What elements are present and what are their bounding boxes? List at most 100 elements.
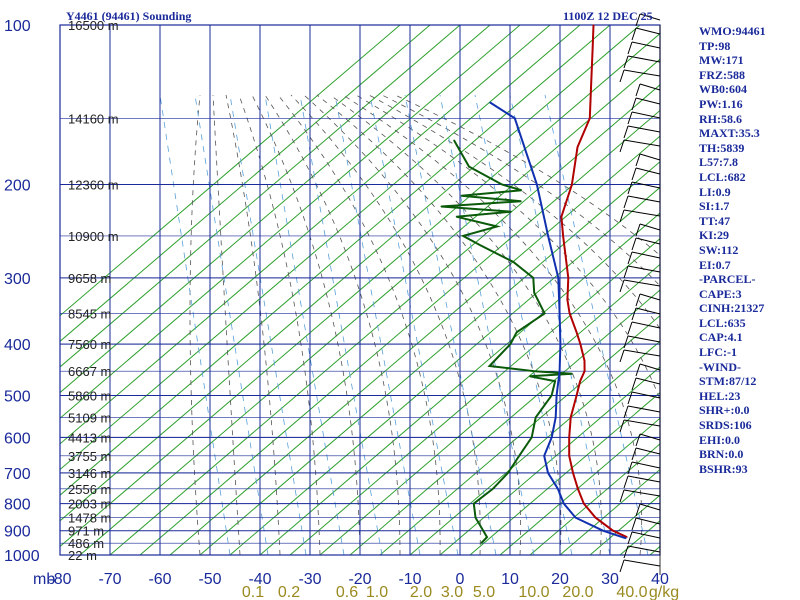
height-tick: 3146 m [68, 466, 111, 481]
temperature-tick: 30 [601, 571, 619, 588]
dewpoint-point [550, 394, 553, 397]
wind-barb [635, 223, 661, 237]
dry-adiabat [79, 58, 660, 555]
wind-barb-flag [627, 461, 633, 475]
mixing-ratio-line [369, 94, 459, 555]
wind-barb [631, 377, 661, 391]
index-entry: PW:1.16 [699, 96, 743, 111]
indices-panel: WMO:94461 TP:98 MW:171 FRZ:588 WB0:604 PW:1.1… [699, 24, 799, 476]
parcel-point [563, 503, 565, 505]
mixing-ratio-line [474, 94, 573, 555]
index-entry: SI:1.7 [699, 199, 730, 214]
temperature-point [562, 235, 564, 237]
dewpoint-point [440, 205, 442, 208]
parcel-point [551, 436, 553, 439]
mixing-ratio-tick: 0.2 [278, 584, 300, 600]
valid-time: 1100Z 12 DEC 25 [563, 9, 653, 23]
temperature-point [626, 536, 628, 538]
mixing-ratio-tick: 0.6 [336, 584, 358, 600]
wind-barb [619, 279, 661, 293]
temperature-point [568, 436, 570, 439]
temperature-tick: -20 [348, 571, 371, 588]
wind-barb-staff [635, 307, 661, 315]
temperature-point [571, 183, 573, 186]
height-tick: 971 m [68, 524, 104, 539]
temperature-tick: -40 [248, 571, 271, 588]
temperature-point [577, 488, 579, 490]
mixing-ratio-line [439, 94, 535, 555]
moist-adiabat [355, 94, 660, 401]
height-tick: 7560 m [68, 337, 111, 352]
index-entry: MAXT:35.3 [699, 126, 760, 141]
dewpoint-point [501, 183, 503, 186]
wind-barb-flag [619, 489, 625, 503]
wind-barb-staff [627, 335, 661, 343]
moist-adiabat [189, 94, 201, 555]
dewpoint-point [478, 244, 481, 246]
index-entry: WB0:604 [699, 82, 747, 97]
wind-barb-staff [639, 223, 661, 231]
wind-barb-flag [623, 545, 629, 559]
wind-barb [635, 13, 661, 27]
temperature-point [572, 472, 574, 474]
height-tick: 5860 m [68, 388, 111, 403]
wind-barb-staff [631, 321, 661, 329]
mixing-ratio-tick: 40.0 [616, 584, 647, 600]
temperature-point [576, 146, 579, 148]
pressure-tick: 200 [4, 178, 31, 195]
height-tick: 4413 m [68, 430, 111, 445]
index-entry: SRDS:106 [699, 418, 752, 433]
temperature-point [594, 516, 597, 519]
wind-barb [635, 503, 661, 517]
wind-barb [631, 167, 661, 181]
temperature-point [567, 277, 569, 279]
wind-barb-flag [619, 419, 625, 433]
height-tick: 5109 m [68, 410, 111, 425]
wind-barb-staff [635, 97, 661, 105]
wind-barb [631, 27, 661, 41]
wind-barb-staff [623, 209, 661, 217]
wind-barb [623, 405, 661, 419]
wind-barb-flag [635, 503, 641, 517]
temperature-tick: 20 [551, 571, 569, 588]
dewpoint-point [507, 472, 509, 474]
temperature-point [560, 216, 562, 218]
chart-title: Y4461 (94461) Sounding [66, 9, 191, 23]
moist-adiabat [316, 94, 562, 555]
height-tick: 22 m [68, 548, 97, 563]
dewpoint-line [441, 139, 573, 544]
wind-barb-staff [623, 69, 661, 77]
pressure-tick: 500 [4, 388, 31, 405]
wind-barb-staff [623, 139, 661, 147]
moist-adiabat [368, 94, 660, 330]
height-tick: 14160 m [68, 111, 119, 126]
dewpoint-point [554, 380, 556, 382]
mixing-ratio-line [404, 94, 497, 555]
height-tick: 2556 m [68, 482, 111, 497]
parcel-point [574, 516, 577, 519]
wind-barb [627, 251, 661, 265]
wind-barb-staff [627, 405, 661, 413]
index-entry: -PARCEL- [699, 272, 756, 287]
mixing-ratio-tick: 20.0 [562, 584, 593, 600]
parcel-point [536, 183, 538, 186]
index-entry: HEL:23 [699, 388, 741, 403]
wind-barb-staff [639, 83, 661, 91]
wind-barb-flag [635, 363, 641, 377]
wind-barb-flag [635, 83, 641, 97]
dewpoint-point [474, 516, 477, 519]
wind-barb-flag [627, 181, 633, 195]
index-entry: CINH:21327 [699, 301, 765, 316]
wind-barb [623, 195, 661, 209]
wind-barb [631, 307, 661, 321]
temperature-point [568, 312, 571, 314]
wind-barb [619, 559, 661, 573]
dewpoint-point [486, 536, 488, 538]
wind-barb-flag [623, 265, 629, 279]
wind-barb [627, 41, 661, 55]
dry-adiabat [499, 417, 660, 555]
temperature-point [575, 331, 578, 333]
wind-barb-staff [631, 391, 661, 399]
pressure-tick: 900 [4, 524, 31, 541]
wind-barb [635, 363, 661, 377]
